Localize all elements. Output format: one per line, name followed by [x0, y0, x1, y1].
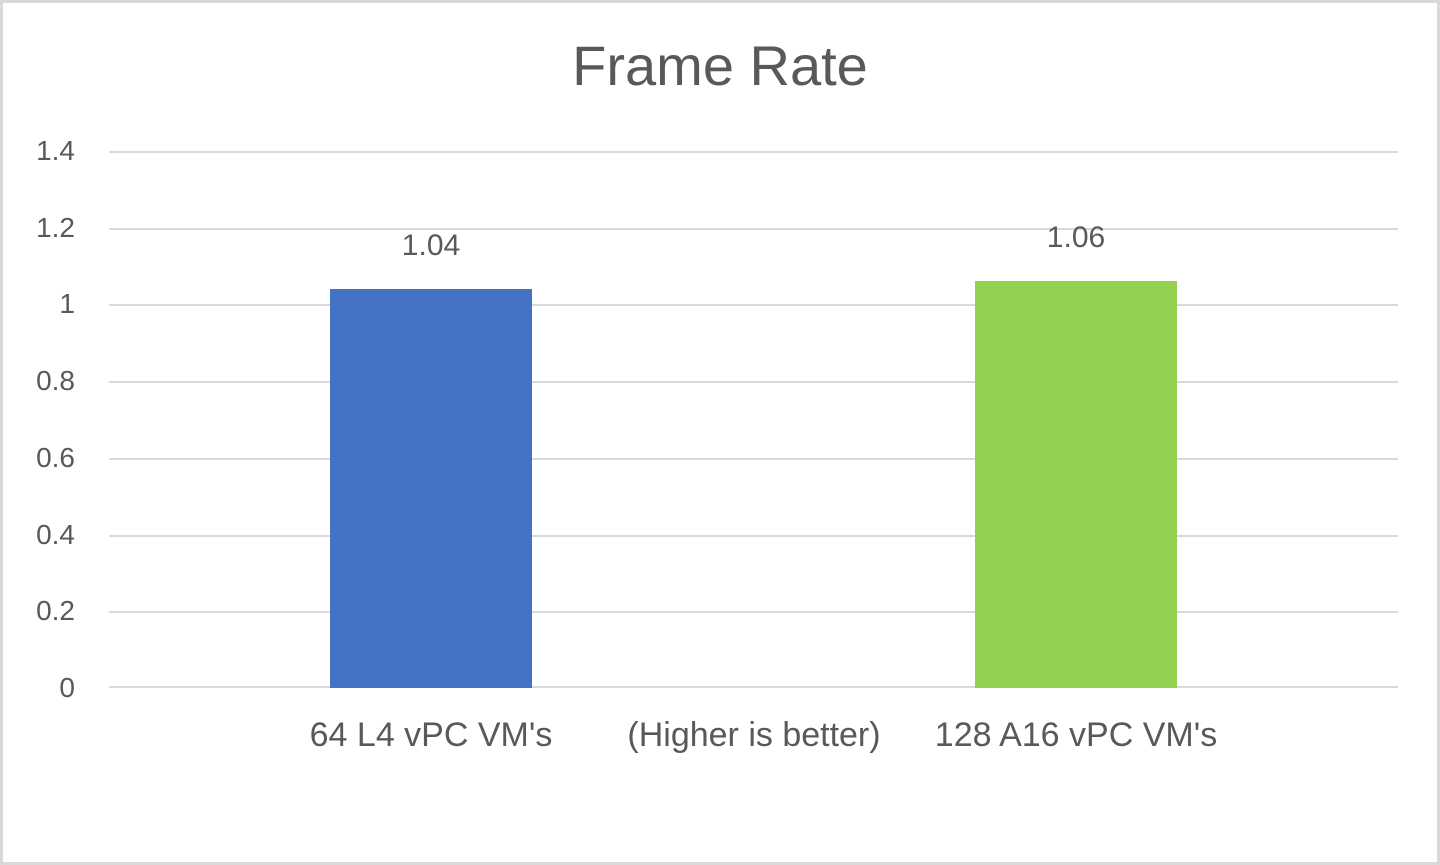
- gridline: [109, 227, 1398, 230]
- gridline: [109, 534, 1398, 537]
- x-axis-category-label: (Higher is better): [627, 716, 881, 754]
- y-axis-tick-label: 0.4: [36, 518, 75, 550]
- y-axis-tick-label: 0.8: [36, 365, 75, 397]
- y-axis-tick-label: 1.2: [36, 211, 75, 243]
- plot-area: 1.4 1.2 1 0.8 0.6 0.4 0.2 0 1.04 64 L4 vPC VM's (H…: [36, 135, 1398, 754]
- y-axis-tick-label: 0.6: [36, 441, 75, 473]
- x-axis-category-label: 64 L4 vPC VM's: [309, 716, 553, 754]
- x-axis-category-label: 128 A16 vPC VM's: [934, 716, 1218, 754]
- bar-value-label: 1.06: [1046, 221, 1106, 254]
- bar: [330, 289, 532, 688]
- gridline: [109, 381, 1398, 384]
- gridline: [109, 457, 1398, 460]
- y-axis-tick-label: 1: [59, 288, 75, 320]
- gridline: [109, 304, 1398, 307]
- gridline: [109, 151, 1398, 153]
- y-axis-tick-label: 1.4: [36, 135, 75, 166]
- chart-title: Frame Rate: [572, 34, 868, 97]
- y-axis-tick-label: 0.2: [36, 595, 75, 627]
- gridline: [109, 611, 1398, 614]
- y-axis-tick-label: 0: [59, 672, 75, 703]
- bar-value-label: 1.04: [401, 229, 461, 262]
- x-axis-line: [109, 686, 1398, 688]
- bar: [975, 281, 1177, 688]
